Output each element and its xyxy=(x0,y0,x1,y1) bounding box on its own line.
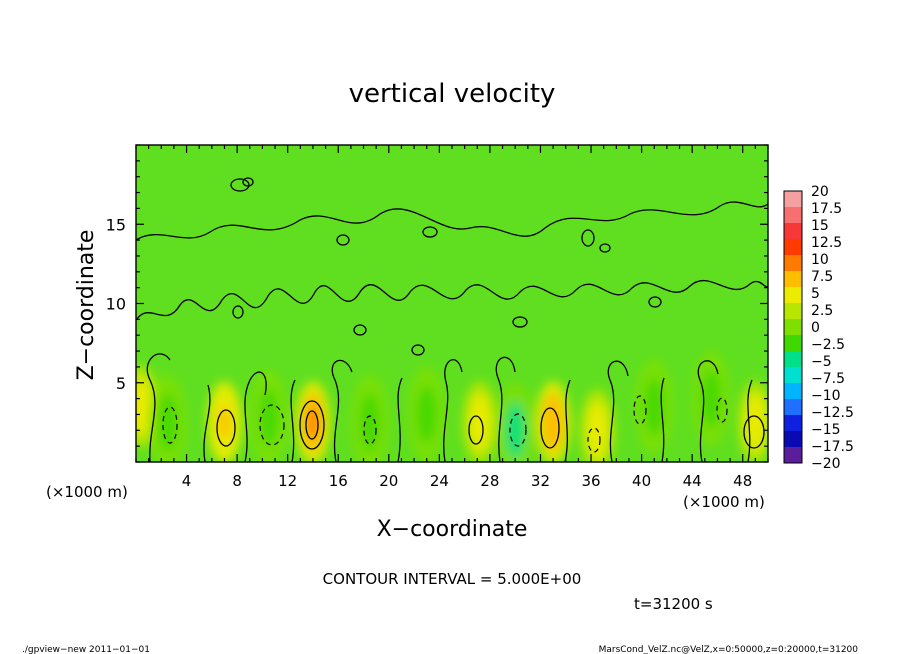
x-tick-label: 48 xyxy=(733,472,752,490)
colorbar-label: −7.5 xyxy=(811,371,845,387)
colorbar-swatch xyxy=(784,431,802,448)
updraft-peak-1 xyxy=(218,404,231,440)
x-tick-label: 40 xyxy=(632,472,651,490)
x-tick-label: 28 xyxy=(480,472,499,490)
x-tick-label: 32 xyxy=(531,472,550,490)
x-unit-label-right: (×1000 m) xyxy=(683,493,765,511)
chart-title: vertical velocity xyxy=(349,79,556,109)
colorbar-label: 12.5 xyxy=(811,235,842,251)
x-tick-label: 8 xyxy=(232,472,242,490)
downdraft-core-5 xyxy=(644,377,665,436)
downdraft-core-6 xyxy=(701,370,722,428)
colorbar-frame xyxy=(783,190,803,464)
colorbar-label: 2.5 xyxy=(811,303,833,319)
colorbar-swatch xyxy=(784,399,802,416)
axis-ticks xyxy=(135,144,769,463)
colorbar-swatch xyxy=(784,351,802,368)
colorbar-label: 20 xyxy=(811,184,829,200)
colorbar-swatch xyxy=(784,255,802,272)
downdraft-core-2 xyxy=(359,393,380,451)
colorbar-label: 10 xyxy=(811,252,829,268)
colorbar-swatch xyxy=(784,207,802,224)
x-tick-labels: 4 8 12 16 20 24 28 32 36 40 44 48 xyxy=(182,472,752,490)
colorbar-swatch xyxy=(784,191,802,208)
colorbar-label: −15 xyxy=(811,422,841,438)
colorbar-swatch xyxy=(784,447,802,464)
downdraft-core-4 xyxy=(505,401,526,459)
y-axis-label: Z−coordinate xyxy=(74,230,99,381)
y-tick-labels: 5 10 15 xyxy=(106,215,126,393)
contour-interval-text: CONTOUR INTERVAL = 5.000E+00 xyxy=(323,570,582,588)
x-axis-label: X−coordinate xyxy=(377,517,528,542)
updraft-peak-4 xyxy=(547,404,559,440)
x-tick-label: 20 xyxy=(379,472,398,490)
x-tick-label: 16 xyxy=(329,472,348,490)
colorbar-label: 15 xyxy=(811,218,829,234)
x-tick-label: 12 xyxy=(278,472,297,490)
colorbar-swatch xyxy=(784,383,802,400)
colorbar-swatch xyxy=(784,319,802,336)
updraft-peak-3 xyxy=(474,404,486,440)
colorbar-label: −17.5 xyxy=(811,439,854,455)
y-tick-label: 5 xyxy=(116,374,126,393)
colorbar-swatch xyxy=(784,223,802,240)
downdraft-core-1 xyxy=(258,389,279,447)
colorbar-label: −5 xyxy=(811,354,832,370)
colorbar-label: 17.5 xyxy=(811,201,842,217)
x-tick-label: 24 xyxy=(430,472,449,490)
footer-right: MarsCond_VelZ.nc@VelZ,x=0:50000,z=0:2000… xyxy=(599,645,859,654)
updraft-peak-0 xyxy=(136,389,147,424)
colorbar-swatch xyxy=(784,271,802,288)
colorbar-swatch xyxy=(784,303,802,320)
colorbar-label: 7.5 xyxy=(811,269,833,285)
colorbar-label: −2.5 xyxy=(811,337,845,353)
colorbar-label: 0 xyxy=(811,320,820,336)
colorbar-label: −10 xyxy=(811,388,841,404)
footer-left: ./gpview−new 2011−01−01 xyxy=(22,645,150,654)
plot-area xyxy=(136,145,768,462)
updraft-peak-6 xyxy=(749,404,762,440)
x-tick-label: 44 xyxy=(683,472,702,490)
x-unit-label-left: (×1000 m) xyxy=(46,483,128,501)
colorbar-swatch xyxy=(784,335,802,352)
colorbar-swatch xyxy=(784,415,802,432)
time-text: t=31200 s xyxy=(634,595,713,613)
colorbar-label: −12.5 xyxy=(811,405,854,421)
downdraft-core-3 xyxy=(416,385,437,443)
x-tick-label: 4 xyxy=(182,472,192,490)
contour-lines xyxy=(136,177,768,462)
colorbar-swatch xyxy=(784,287,802,304)
negative-contours xyxy=(162,395,728,453)
colorbar-label: 5 xyxy=(811,286,820,302)
colorbar: 2017.51512.5107.552.50−2.5−5−7.5−10−12.5… xyxy=(783,184,854,472)
colorbar-swatch xyxy=(784,239,802,256)
y-tick-label: 10 xyxy=(106,295,126,314)
x-tick-label: 36 xyxy=(581,472,600,490)
colorbar-swatch xyxy=(784,367,802,384)
colorbar-label: −20 xyxy=(811,456,841,472)
y-tick-label: 15 xyxy=(106,215,126,234)
